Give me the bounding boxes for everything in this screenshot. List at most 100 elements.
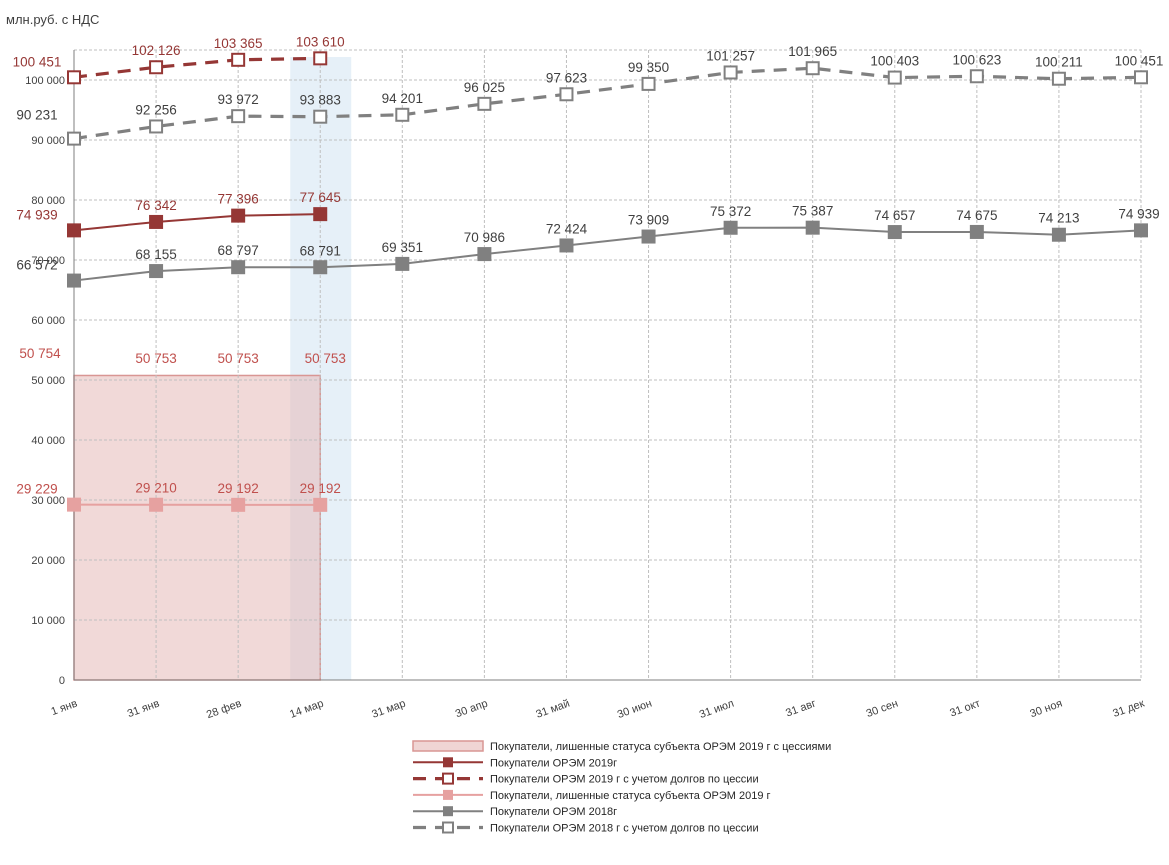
data-point xyxy=(723,65,738,80)
y-tick-label: 90 000 xyxy=(31,135,65,147)
data-label: 74 939 xyxy=(16,207,57,222)
data-point xyxy=(477,247,492,262)
data-label: 29 192 xyxy=(300,481,341,496)
y-tick-label: 100 000 xyxy=(25,75,65,87)
legend-item-3: Покупатели, лишенные статуса субъекта ОР… xyxy=(413,789,771,802)
legend-marker xyxy=(442,821,454,834)
data-point xyxy=(67,273,81,288)
data-point xyxy=(641,76,656,91)
x-tick-label: 31 май xyxy=(534,698,571,721)
x-tick-label: 28 фев xyxy=(205,697,243,721)
data-point xyxy=(887,70,902,85)
data-label: 50 753 xyxy=(305,351,346,366)
legend-marker xyxy=(443,757,453,768)
data-point xyxy=(149,214,164,229)
y-tick-label: 70 000 xyxy=(31,255,65,267)
legend-label: Покупатели ОРЭМ 2018г xyxy=(490,806,617,818)
data-point xyxy=(805,220,820,235)
data-point xyxy=(313,497,328,512)
legend-swatch xyxy=(412,740,484,752)
data-point xyxy=(559,238,574,253)
unit-label: млн.руб. с НДС xyxy=(6,12,99,27)
data-point xyxy=(67,70,81,85)
data-label: 96 025 xyxy=(464,80,505,95)
data-label: 103 610 xyxy=(296,34,345,49)
x-tick-label: 30 ноя xyxy=(1028,698,1064,721)
legend-item-5: Покупатели ОРЭМ 2018 г с учетом долгов п… xyxy=(413,821,759,835)
data-point xyxy=(231,52,246,67)
data-label: 29 229 xyxy=(16,482,57,497)
area-series-0 xyxy=(73,374,321,681)
data-point xyxy=(805,61,820,76)
legend-marker xyxy=(443,806,453,817)
data-label: 72 424 xyxy=(546,221,588,236)
data-label: 74 675 xyxy=(956,208,997,223)
data-label: 100 211 xyxy=(1035,55,1083,70)
legend-marker xyxy=(442,772,454,785)
data-label: 75 387 xyxy=(792,204,833,219)
data-label: 77 396 xyxy=(218,192,259,207)
series-5 xyxy=(67,61,1148,146)
data-labels-2: 100 451 102 126 103 365 103 610 xyxy=(13,34,345,69)
data-label: 68 155 xyxy=(135,247,176,262)
data-point xyxy=(231,260,246,275)
legend-item-2: Покупатели ОРЭМ 2019 г с учетом долгов п… xyxy=(413,772,759,786)
data-point xyxy=(313,51,328,66)
series-4 xyxy=(67,220,1148,288)
series-3 xyxy=(67,497,328,512)
data-label: 73 909 xyxy=(628,213,669,228)
data-label: 75 372 xyxy=(710,204,751,219)
data-point xyxy=(313,260,328,275)
x-tick-label: 31 июл xyxy=(698,698,736,722)
series-line xyxy=(73,226,1142,282)
series-line xyxy=(73,66,1142,141)
data-label: 29 210 xyxy=(135,481,176,496)
data-label: 76 342 xyxy=(135,198,176,213)
legend-label: Покупатели, лишенные статуса субъекта ОР… xyxy=(490,741,831,753)
y-tick-label: 0 xyxy=(59,675,65,687)
series-line xyxy=(73,213,321,232)
data-label: 102 126 xyxy=(132,43,181,58)
x-tick-label: 1 янв xyxy=(49,697,79,718)
series-2 xyxy=(67,51,328,85)
data-label: 100 623 xyxy=(952,52,1001,67)
data-label: 93 972 xyxy=(218,92,259,107)
data-point xyxy=(1051,71,1066,86)
legend-label: Покупатели, лишенные статуса субъекта ОР… xyxy=(490,790,771,802)
data-label: 92 256 xyxy=(135,102,176,117)
data-point xyxy=(969,224,984,239)
data-point xyxy=(969,69,984,84)
data-label: 68 797 xyxy=(218,243,259,258)
data-point xyxy=(149,119,164,134)
data-point xyxy=(559,87,574,102)
legend: Покупатели, лишенные статуса субъекта ОР… xyxy=(412,740,831,835)
data-point xyxy=(231,208,246,223)
data-labels-3: 29 229 29 210 29 192 29 192 xyxy=(16,481,341,497)
data-label: 69 351 xyxy=(382,240,423,255)
data-point xyxy=(67,497,81,512)
y-tick-label: 30 000 xyxy=(31,495,65,507)
x-tick-label: 30 апр xyxy=(454,698,490,721)
data-label: 77 645 xyxy=(300,190,341,205)
x-tick-label: 31 янв xyxy=(126,697,161,720)
y-tick-label: 40 000 xyxy=(31,435,65,447)
data-label: 74 657 xyxy=(874,208,915,223)
data-point xyxy=(887,225,902,240)
x-tick-label: 30 июн xyxy=(616,698,654,722)
data-label: 29 192 xyxy=(218,481,259,496)
data-point xyxy=(231,497,246,512)
data-point xyxy=(313,207,328,222)
x-tick-label: 31 дек xyxy=(1111,697,1146,720)
data-label: 94 201 xyxy=(382,91,423,106)
data-label: 103 365 xyxy=(214,36,263,51)
y-tick-label: 80 000 xyxy=(31,195,65,207)
data-label: 93 883 xyxy=(300,93,341,108)
data-labels-0: 50 754 50 753 50 753 50 753 xyxy=(19,346,346,366)
data-labels-1: 74 939 76 342 77 396 77 645 xyxy=(16,190,341,222)
data-point xyxy=(1134,223,1148,238)
x-tick-label: 31 авг xyxy=(784,698,817,720)
data-label: 74 213 xyxy=(1038,211,1079,226)
data-point xyxy=(231,109,246,124)
data-point xyxy=(313,109,328,124)
